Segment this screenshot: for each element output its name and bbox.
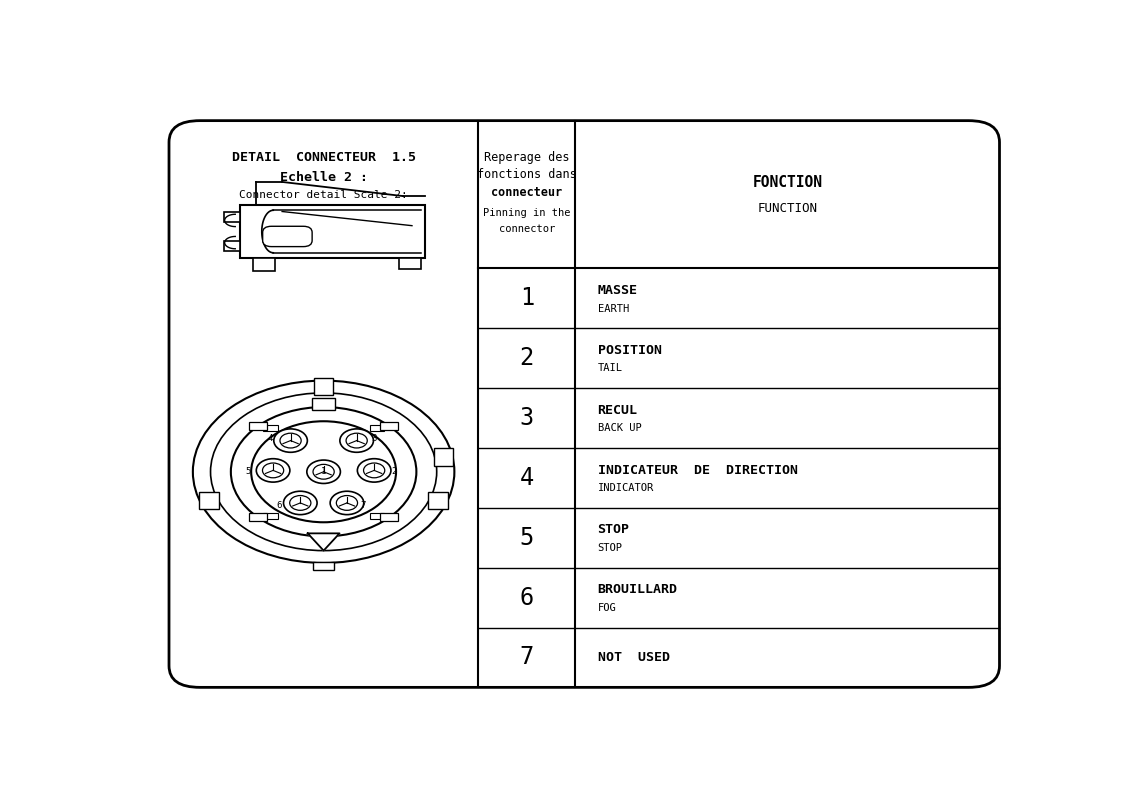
Text: 4: 4 — [520, 466, 534, 490]
Text: 6: 6 — [520, 586, 534, 610]
Text: FOG: FOG — [597, 602, 617, 613]
FancyBboxPatch shape — [381, 514, 398, 522]
Circle shape — [314, 464, 334, 479]
Circle shape — [274, 429, 308, 452]
Text: 3: 3 — [520, 406, 534, 430]
Text: 7: 7 — [520, 646, 534, 670]
FancyBboxPatch shape — [263, 425, 277, 430]
Circle shape — [211, 393, 437, 550]
Text: NOT  USED: NOT USED — [597, 651, 669, 664]
FancyBboxPatch shape — [223, 242, 239, 251]
Text: 5: 5 — [520, 526, 534, 550]
FancyBboxPatch shape — [239, 206, 425, 258]
Text: TAIL: TAIL — [597, 363, 622, 374]
Circle shape — [230, 407, 416, 537]
FancyBboxPatch shape — [253, 258, 275, 271]
FancyBboxPatch shape — [399, 258, 421, 269]
Text: RECUL: RECUL — [597, 404, 637, 417]
Text: Echelle 2 :: Echelle 2 : — [279, 171, 367, 184]
Circle shape — [340, 429, 374, 452]
Text: 2: 2 — [520, 346, 534, 370]
Text: Connector detail Scale 2:: Connector detail Scale 2: — [239, 190, 408, 199]
Text: STOP: STOP — [597, 523, 629, 537]
Text: 4: 4 — [268, 434, 272, 442]
Circle shape — [284, 491, 317, 514]
Text: POSITION: POSITION — [597, 344, 661, 357]
Circle shape — [193, 381, 455, 563]
Circle shape — [307, 460, 341, 483]
Text: 5: 5 — [245, 466, 251, 475]
Text: FONCTION: FONCTION — [752, 174, 822, 190]
Circle shape — [251, 422, 396, 522]
Polygon shape — [308, 534, 340, 550]
Text: FUNCTION: FUNCTION — [757, 202, 817, 214]
Circle shape — [336, 495, 358, 510]
FancyBboxPatch shape — [369, 513, 384, 519]
FancyBboxPatch shape — [169, 121, 1000, 687]
FancyBboxPatch shape — [263, 513, 277, 519]
FancyBboxPatch shape — [381, 422, 398, 430]
Text: EARTH: EARTH — [597, 303, 629, 314]
FancyBboxPatch shape — [312, 398, 335, 410]
Text: fonctions dans: fonctions dans — [477, 168, 577, 182]
Text: 1: 1 — [321, 467, 326, 476]
FancyBboxPatch shape — [434, 448, 454, 466]
Circle shape — [331, 491, 364, 514]
Circle shape — [357, 458, 391, 482]
Text: 7: 7 — [360, 501, 366, 510]
Circle shape — [347, 433, 367, 448]
FancyBboxPatch shape — [369, 425, 384, 430]
Text: connector: connector — [498, 224, 555, 234]
Text: BACK UP: BACK UP — [597, 423, 642, 434]
Text: connecteur: connecteur — [491, 186, 562, 198]
Circle shape — [256, 458, 290, 482]
FancyBboxPatch shape — [314, 378, 333, 395]
FancyBboxPatch shape — [262, 226, 312, 246]
Text: Reperage des: Reperage des — [484, 151, 570, 164]
Circle shape — [280, 433, 301, 448]
FancyBboxPatch shape — [223, 212, 239, 222]
Text: MASSE: MASSE — [597, 284, 637, 297]
Text: 6: 6 — [276, 501, 282, 510]
Text: DETAIL  CONNECTEUR  1.5: DETAIL CONNECTEUR 1.5 — [231, 151, 416, 164]
Text: 1: 1 — [520, 286, 534, 310]
Text: BROUILLARD: BROUILLARD — [597, 583, 677, 596]
FancyBboxPatch shape — [429, 492, 448, 510]
FancyBboxPatch shape — [200, 492, 219, 510]
Circle shape — [262, 463, 284, 478]
Text: STOP: STOP — [597, 543, 622, 553]
Text: INDICATEUR  DE  DIRECTION: INDICATEUR DE DIRECTION — [597, 464, 798, 477]
FancyBboxPatch shape — [250, 514, 267, 522]
FancyBboxPatch shape — [314, 562, 334, 570]
Circle shape — [364, 463, 385, 478]
Text: INDICATOR: INDICATOR — [597, 483, 653, 493]
Circle shape — [290, 495, 311, 510]
Text: Pinning in the: Pinning in the — [483, 208, 571, 218]
Text: 2: 2 — [391, 466, 397, 475]
Text: 3: 3 — [372, 434, 377, 442]
FancyBboxPatch shape — [250, 422, 267, 430]
